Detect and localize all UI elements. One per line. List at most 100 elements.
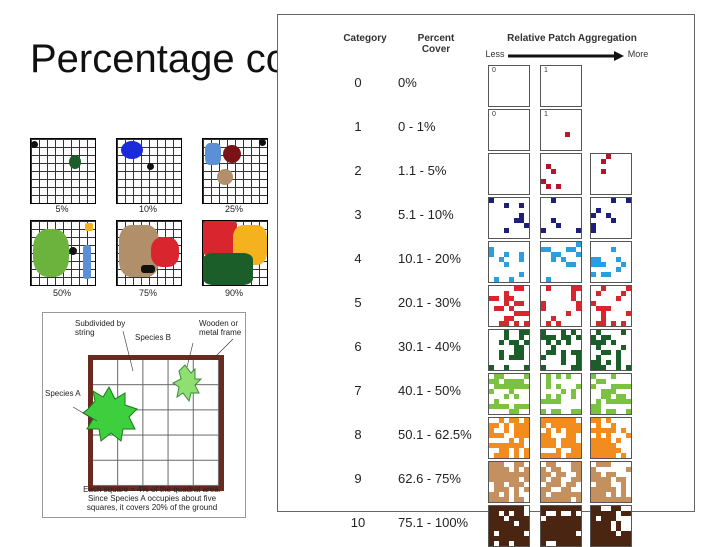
cover-pixel (606, 511, 611, 516)
cover-pixel (591, 228, 596, 233)
aggregation-sample (488, 197, 530, 239)
category-row: 0 0% 0 1 (278, 65, 694, 107)
cover-pixel (546, 536, 551, 541)
cover-pixel (591, 374, 596, 379)
cover-pixel (566, 340, 571, 345)
cover-pixel (621, 321, 626, 326)
cover-pixel (621, 399, 626, 404)
cover-pixel (606, 482, 611, 487)
cover-pixel (509, 536, 514, 541)
cover-pixel (596, 379, 601, 384)
cover-pixel (514, 506, 519, 511)
cover-pixel (596, 521, 601, 526)
cover-pixel (561, 516, 566, 521)
cover-pixel (524, 340, 529, 345)
cover-pixel (576, 448, 581, 453)
category-number: 4 (354, 251, 362, 266)
cover-pixel (601, 316, 606, 321)
cover-pixel (566, 482, 571, 487)
cover-pixel (546, 184, 551, 189)
cover-pixel (541, 418, 546, 423)
cover-pixel (601, 272, 606, 277)
cover-pixel (566, 335, 571, 340)
cover-pixel (504, 497, 509, 502)
cover-pixel (566, 531, 571, 536)
cover-pixel (499, 340, 504, 345)
cover-pixel (519, 521, 524, 526)
cover-pixel (541, 306, 546, 311)
cover-pixel (509, 531, 514, 536)
cover-pixel (621, 492, 626, 497)
cover-pixel (489, 531, 494, 536)
cover-pixel (524, 541, 529, 546)
cover-pixel (514, 428, 519, 433)
cover-pixel (494, 306, 499, 311)
cover-pixel (561, 487, 566, 492)
cover-pixel (546, 433, 551, 438)
cover-pixel (509, 482, 514, 487)
cover-pixel (524, 448, 529, 453)
cover-pixel (611, 399, 616, 404)
cover-pixel (541, 228, 546, 233)
cover-pixel (601, 335, 606, 340)
cover-pixel (596, 511, 601, 516)
blue-patch (121, 141, 143, 159)
grid-50-percent (30, 220, 96, 286)
cover-pixel (566, 311, 571, 316)
cover-pixel (596, 453, 601, 458)
cover-pixel (499, 482, 504, 487)
cover-pixel (571, 394, 576, 399)
cover-pixel (566, 492, 571, 497)
cover-pixel (489, 477, 494, 482)
cover-pixel (591, 492, 596, 497)
cover-pixel (499, 536, 504, 541)
cover-pixel (591, 340, 596, 345)
label-subdivided: Subdivided by string (75, 319, 126, 337)
cover-pixel (519, 472, 524, 477)
cover-pixel (494, 423, 499, 428)
cover-pixel (601, 169, 606, 174)
cover-pixel (546, 394, 551, 399)
cover-pixel (514, 453, 519, 458)
cover-pixel (626, 467, 631, 472)
cover-pixel (556, 506, 561, 511)
cover-pixel (576, 462, 581, 467)
cover-pixel (494, 462, 499, 467)
cover-pixel (576, 365, 581, 370)
cover-pixel (571, 443, 576, 448)
cover-pixel (561, 418, 566, 423)
cover-pixel (489, 296, 494, 301)
cover-pixel (546, 247, 551, 252)
cover-pixel (504, 423, 509, 428)
cover-pixel (519, 286, 524, 291)
cover-pixel (611, 506, 616, 511)
cover-pixel (551, 477, 556, 482)
cover-pixel (571, 296, 576, 301)
sample-label: 1 (544, 111, 548, 118)
aggregation-sample (590, 373, 632, 415)
cover-pixel (571, 247, 576, 252)
cover-pixel (591, 506, 596, 511)
cover-pixel (489, 247, 494, 252)
cover-pixel (561, 257, 566, 262)
cover-pixel (596, 497, 601, 502)
category-row: 3 5.1 - 10% (278, 197, 694, 239)
cover-pixel (551, 423, 556, 428)
cover-pixel (519, 516, 524, 521)
aggregation-sample (590, 285, 632, 327)
quadrat-caption: Each square = 4% of the quadrat area. Si… (83, 485, 221, 512)
cover-pixel (606, 428, 611, 433)
cover-pixel (504, 467, 509, 472)
cover-pixel (489, 472, 494, 477)
species-b-plant (172, 364, 203, 403)
cover-pixel (519, 252, 524, 257)
cover-pixel (546, 482, 551, 487)
cover-pixel (571, 286, 576, 291)
category-row: 9 62.6 - 75% (278, 461, 694, 503)
tan-patch (217, 169, 233, 185)
cover-pixel (626, 433, 631, 438)
sample-label: 1 (544, 67, 548, 74)
cover-pixel (626, 365, 631, 370)
cover-pixel (504, 330, 509, 335)
aggregation-sample: 0 (488, 65, 530, 107)
